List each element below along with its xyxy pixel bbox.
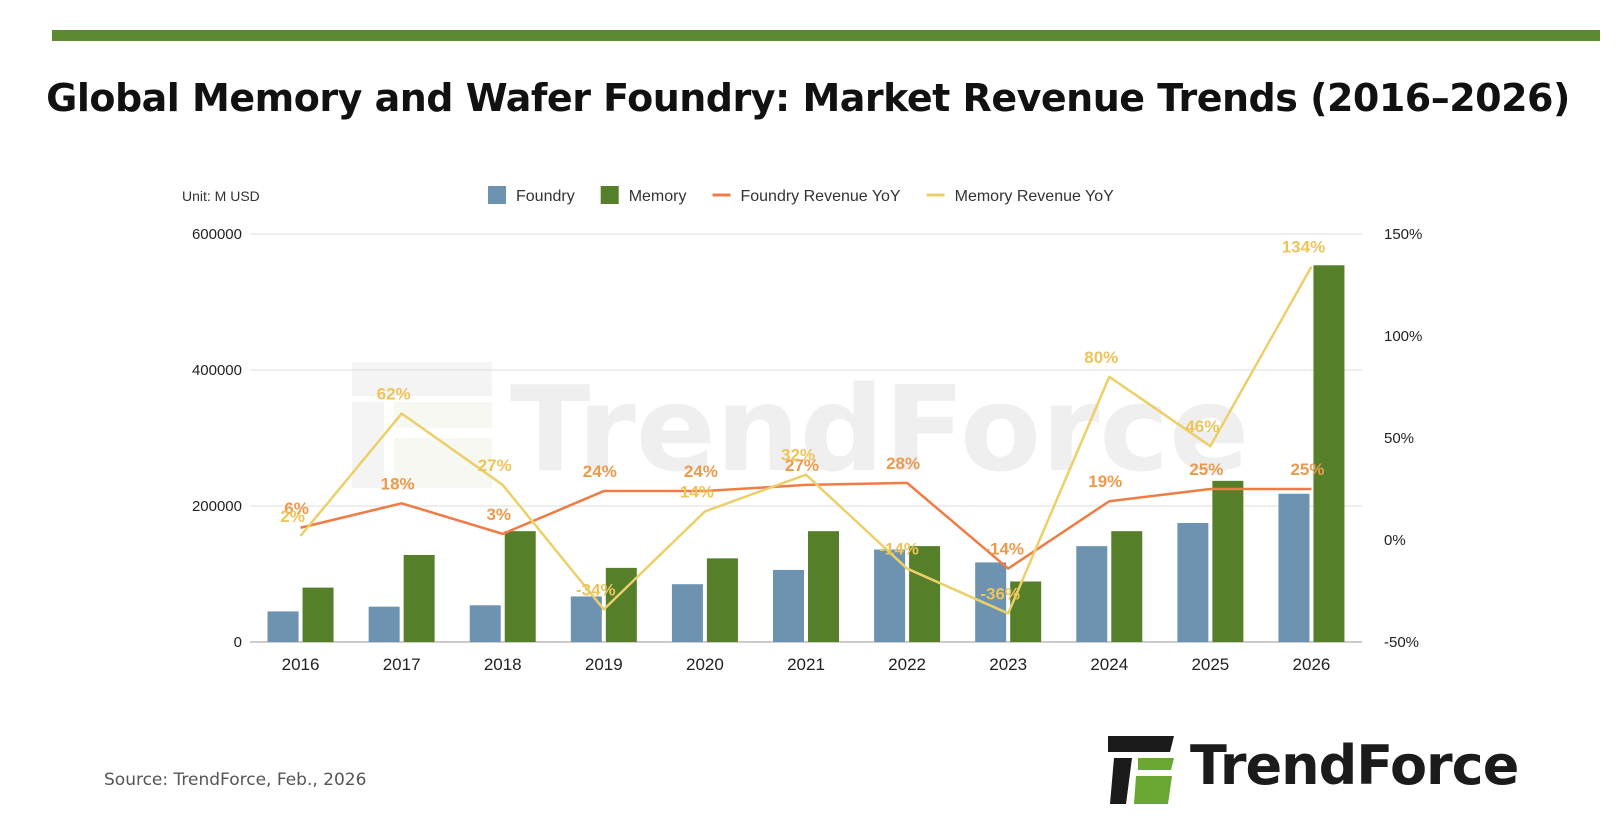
bar-memory-2019 bbox=[605, 567, 637, 642]
bar-foundry-2025 bbox=[1177, 523, 1209, 642]
bar-memory-2024 bbox=[1111, 531, 1143, 642]
data-label-memory-yoy: 27% bbox=[478, 456, 512, 475]
legend-label-foundry-revenue-yoy: Foundry Revenue YoY bbox=[740, 188, 900, 205]
bar-foundry-2017 bbox=[368, 606, 400, 642]
data-label-memory-yoy: -14% bbox=[879, 540, 919, 559]
y-right-tick-label: 150% bbox=[1384, 226, 1422, 243]
bar-memory-2023 bbox=[1010, 581, 1042, 642]
line-foundry-revenue-yoy bbox=[300, 481, 1312, 570]
legend-label-memory-revenue-yoy: Memory Revenue YoY bbox=[955, 188, 1115, 205]
line-memory-revenue-yoy bbox=[299, 266, 1313, 615]
y-left-tick-label: 0 bbox=[234, 634, 242, 651]
bars bbox=[267, 265, 1345, 642]
bar-foundry-2022 bbox=[874, 549, 906, 642]
bar-memory-2021 bbox=[808, 531, 839, 642]
x-tick-label: 2026 bbox=[1293, 655, 1331, 674]
data-label-memory-yoy: 62% bbox=[377, 385, 411, 404]
legend-swatch-foundry bbox=[488, 186, 506, 204]
x-tick-label: 2021 bbox=[787, 655, 825, 674]
data-label-foundry-yoy: 25% bbox=[1290, 460, 1324, 479]
data-label-memory-yoy: 46% bbox=[1185, 417, 1219, 436]
bar-foundry-2021 bbox=[773, 569, 804, 642]
data-label-memory-yoy: 14% bbox=[680, 482, 714, 501]
x-tick-label: 2019 bbox=[585, 655, 623, 674]
x-tick-label: 2024 bbox=[1090, 655, 1128, 674]
data-label-memory-yoy: 32% bbox=[781, 446, 815, 465]
data-label-foundry-yoy: 19% bbox=[1088, 472, 1122, 491]
bar-memory-2026 bbox=[1313, 265, 1345, 642]
bar-foundry-2024 bbox=[1076, 546, 1108, 642]
trendforce-logo: TrendForce bbox=[1108, 732, 1558, 810]
data-label-memory-yoy: 2% bbox=[280, 507, 305, 526]
x-tick-label: 2023 bbox=[989, 655, 1027, 674]
axes: 0 200000 400000 600000 -50% 0% 50% 100% 150% 2016… bbox=[192, 226, 1422, 674]
legend: Foundry Memory Foundry Revenue YoY Memory R… bbox=[488, 186, 1114, 205]
page-title: Global Memory and Wafer Foundry: Market … bbox=[46, 76, 1570, 120]
data-label-foundry-yoy: -14% bbox=[984, 540, 1024, 559]
bar-foundry-2026 bbox=[1278, 493, 1310, 642]
trendforce-logo-icon bbox=[1108, 736, 1174, 804]
watermark: TrendForce bbox=[352, 360, 1249, 498]
legend-swatch-memory bbox=[600, 186, 619, 204]
x-tick-label: 2020 bbox=[686, 655, 724, 674]
legend-label-foundry: Foundry bbox=[516, 188, 575, 205]
y-right-tick-label: 100% bbox=[1384, 328, 1422, 345]
chart: TrendForce 0 200000 400000 600000 -50% 0% 50% 1… bbox=[182, 186, 1422, 674]
legend-label-memory: Memory bbox=[629, 188, 687, 205]
watermark-logo-icon bbox=[352, 362, 492, 488]
y-left-tick-label: 400000 bbox=[192, 362, 242, 379]
source-note: Source: TrendForce, Feb., 2026 bbox=[104, 770, 367, 790]
data-label-foundry-yoy: 25% bbox=[1189, 460, 1223, 479]
data-label-memory-yoy: -34% bbox=[576, 580, 616, 599]
bar-foundry-2019 bbox=[570, 596, 602, 642]
data-label-memory-yoy: 80% bbox=[1084, 348, 1118, 367]
y-left-tick-label: 200000 bbox=[192, 498, 242, 515]
yoy-lines bbox=[299, 266, 1313, 615]
unit-label: Unit: M USD bbox=[182, 188, 260, 204]
x-tick-label: 2016 bbox=[282, 655, 320, 674]
x-tick-label: 2018 bbox=[484, 655, 522, 674]
y-right-tick-label: 50% bbox=[1384, 430, 1414, 447]
gridlines bbox=[250, 233, 1362, 643]
y-left-tick-label: 600000 bbox=[192, 226, 242, 243]
data-label-memory-yoy: 134% bbox=[1282, 238, 1325, 257]
data-label-foundry-yoy: 6% bbox=[284, 499, 309, 518]
y-right-tick-label: 0% bbox=[1384, 532, 1406, 549]
x-tick-label: 2022 bbox=[888, 655, 926, 674]
logo-text: TrendForce bbox=[1190, 734, 1519, 797]
data-labels: 6% 18% 3% 24% 24% 27% 28% -14% 19% 25% 25% 2% 62% 27%… bbox=[280, 238, 1325, 604]
bar-memory-2020 bbox=[706, 558, 738, 642]
bar-memory-2025 bbox=[1212, 480, 1244, 642]
data-label-foundry-yoy: 28% bbox=[886, 454, 920, 473]
bar-memory-2016 bbox=[302, 587, 334, 642]
accent-bar bbox=[52, 30, 1600, 41]
bar-foundry-2018 bbox=[469, 605, 501, 642]
data-label-memory-yoy: -36% bbox=[980, 584, 1020, 603]
x-tick-label: 2017 bbox=[383, 655, 421, 674]
bar-foundry-2016 bbox=[267, 611, 299, 642]
bar-memory-2018 bbox=[504, 531, 536, 642]
bar-memory-2017 bbox=[403, 554, 435, 642]
data-label-foundry-yoy: 3% bbox=[486, 505, 511, 524]
bar-foundry-2020 bbox=[671, 584, 703, 642]
bar-memory-2022 bbox=[909, 546, 941, 642]
data-label-foundry-yoy: 27% bbox=[785, 456, 819, 475]
data-label-foundry-yoy: 24% bbox=[684, 462, 718, 481]
data-label-foundry-yoy: 24% bbox=[583, 462, 617, 481]
y-right-tick-label: -50% bbox=[1384, 634, 1419, 651]
watermark-text: TrendForce bbox=[510, 360, 1249, 498]
x-tick-label: 2025 bbox=[1191, 655, 1229, 674]
data-label-foundry-yoy: 18% bbox=[381, 474, 415, 493]
